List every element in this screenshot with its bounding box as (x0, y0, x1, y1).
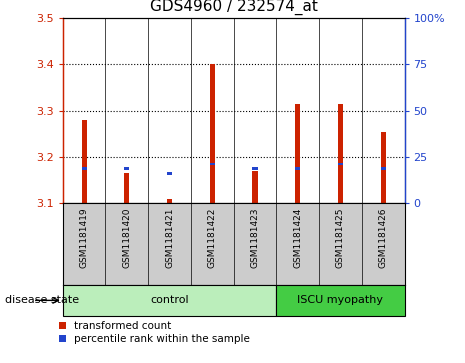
Title: GDS4960 / 232574_at: GDS4960 / 232574_at (150, 0, 318, 15)
Text: ISCU myopathy: ISCU myopathy (298, 295, 384, 305)
Bar (276, 285, 405, 316)
Text: GSM1181419: GSM1181419 (80, 207, 89, 268)
Bar (124, 173, 129, 203)
Text: GSM1181425: GSM1181425 (336, 207, 345, 268)
Text: GSM1181421: GSM1181421 (165, 207, 174, 268)
Text: GSM1181420: GSM1181420 (122, 207, 131, 268)
Text: GSM1181424: GSM1181424 (293, 207, 302, 268)
Bar (338, 104, 343, 203)
Bar (210, 163, 215, 165)
Bar (252, 171, 258, 203)
Bar (81, 120, 86, 203)
Bar (81, 167, 86, 170)
Bar (381, 131, 386, 203)
Text: GSM1181426: GSM1181426 (379, 207, 388, 268)
Bar (167, 199, 172, 203)
Bar (210, 65, 215, 203)
Text: GSM1181422: GSM1181422 (208, 207, 217, 268)
Bar (295, 167, 300, 170)
Text: disease state: disease state (5, 295, 79, 305)
Bar (167, 172, 172, 175)
Bar (338, 163, 343, 165)
Legend: transformed count, percentile rank within the sample: transformed count, percentile rank withi… (59, 321, 250, 344)
Bar (295, 104, 300, 203)
Bar (381, 167, 386, 170)
Bar (63, 285, 276, 316)
Bar (124, 167, 129, 170)
Bar (252, 167, 258, 170)
Text: GSM1181423: GSM1181423 (251, 207, 259, 268)
Text: control: control (150, 295, 189, 305)
